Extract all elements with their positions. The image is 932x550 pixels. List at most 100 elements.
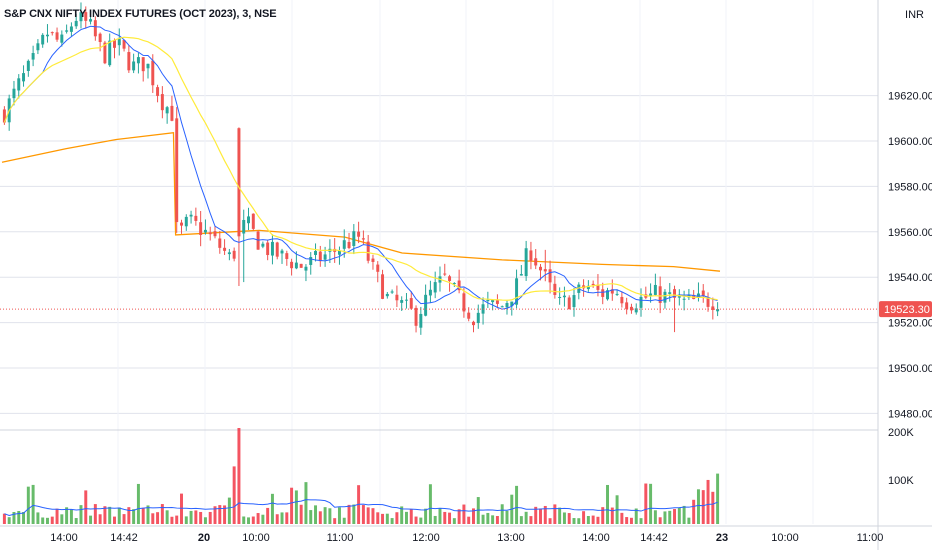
volume-bar xyxy=(495,516,499,524)
volume-bar xyxy=(294,490,298,524)
volume-bar xyxy=(539,508,542,524)
candle-body xyxy=(385,293,389,297)
volume-bar xyxy=(716,473,720,524)
volume-bar xyxy=(50,516,54,524)
volume-bar xyxy=(400,506,404,524)
volume-bar xyxy=(610,507,614,524)
time-tick-label: 11:00 xyxy=(327,532,354,544)
candle-body xyxy=(69,26,73,32)
candle-body xyxy=(117,38,121,46)
candle-body xyxy=(251,213,255,229)
candle-body xyxy=(299,263,303,268)
candle-body xyxy=(634,308,638,313)
candle-body xyxy=(673,289,677,298)
candle-body xyxy=(98,33,102,43)
volume-bar xyxy=(409,509,413,524)
candle-body xyxy=(366,241,370,261)
candle-body xyxy=(381,274,385,299)
volume-bar xyxy=(146,505,150,524)
volume-bar xyxy=(12,512,16,524)
volume-bar xyxy=(242,516,246,524)
volume-bar xyxy=(342,517,346,524)
volume-bar xyxy=(663,511,667,524)
candle-body xyxy=(285,253,289,259)
volume-bar xyxy=(55,508,59,524)
volume-bar xyxy=(390,518,394,524)
volume-bar xyxy=(251,516,255,524)
volume-bar xyxy=(548,518,552,524)
volume-bar xyxy=(472,508,475,524)
volume-bar xyxy=(227,497,231,524)
candle-body xyxy=(41,34,45,45)
volume-bar xyxy=(601,507,605,524)
candle-body xyxy=(50,32,54,34)
candle-body xyxy=(567,297,571,310)
volume-bar xyxy=(156,512,160,524)
volume-bar xyxy=(376,512,380,524)
volume-bar xyxy=(333,518,337,524)
volume-bar xyxy=(256,513,260,524)
volume-bar xyxy=(696,489,700,524)
candle-body xyxy=(270,241,274,256)
candle-body xyxy=(223,247,227,251)
time-tick-label: 14:42 xyxy=(110,532,138,544)
candle-body xyxy=(36,43,40,51)
candle-body xyxy=(658,286,662,303)
candle-body xyxy=(65,30,69,32)
time-tick-label: 14:00 xyxy=(582,532,610,544)
volume-bar xyxy=(170,516,174,524)
volume-bar xyxy=(127,507,131,524)
candle-body xyxy=(309,257,313,265)
volume-bar xyxy=(529,516,533,524)
candle-body xyxy=(696,293,700,299)
vwap-line xyxy=(1,131,721,272)
time-tick-label: 14:00 xyxy=(50,532,78,544)
candle-body xyxy=(122,40,126,49)
candle-body xyxy=(189,214,193,217)
volume-bar xyxy=(572,518,576,524)
volume-bar xyxy=(299,504,303,524)
candle-body xyxy=(462,293,466,312)
volume-bar xyxy=(160,504,164,524)
volume-bar xyxy=(347,504,351,524)
volume-bar xyxy=(7,517,11,524)
candle-body xyxy=(395,294,399,301)
volume-bar xyxy=(706,479,710,524)
vwap-layer xyxy=(1,131,721,272)
candle-body xyxy=(500,306,504,308)
volume-bar xyxy=(462,504,466,524)
candle-body xyxy=(558,296,562,298)
volume-bar xyxy=(218,505,222,524)
candle-body xyxy=(467,312,471,319)
volume-bar xyxy=(582,511,586,524)
candle-body xyxy=(84,12,88,21)
candle-body xyxy=(26,60,30,71)
candle-body xyxy=(376,264,380,272)
candle-body xyxy=(347,241,351,249)
volume-bar xyxy=(323,507,327,524)
currency-label[interactable]: INR xyxy=(905,9,924,21)
volume-bar xyxy=(620,512,624,524)
candle-body xyxy=(89,19,93,22)
candle-body xyxy=(165,107,169,114)
volume-bar xyxy=(519,516,523,524)
volume-bar xyxy=(285,512,289,524)
time-tick-label: 10:00 xyxy=(242,532,270,544)
candle-body xyxy=(31,53,35,60)
volume-bar xyxy=(60,514,64,524)
volume-bar xyxy=(639,518,643,524)
candle-body xyxy=(433,282,437,293)
candle-body xyxy=(175,118,179,223)
volume-tick-label: 100K xyxy=(888,475,914,487)
volume-bar xyxy=(141,507,145,524)
volume-bar xyxy=(649,483,653,524)
candle-body xyxy=(515,278,519,305)
volume-bar xyxy=(304,482,308,524)
candle-body xyxy=(22,73,26,82)
candle-body xyxy=(227,252,231,255)
candle-body xyxy=(534,258,538,266)
candle-body xyxy=(682,298,686,300)
volume-bar xyxy=(543,505,547,524)
time-tick-label: 11:00 xyxy=(857,532,884,544)
